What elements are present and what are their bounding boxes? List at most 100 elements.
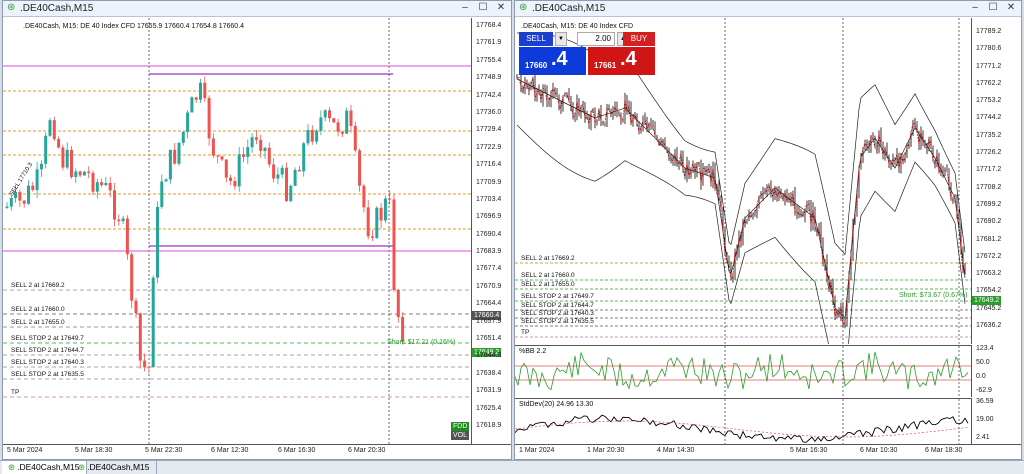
candle-body bbox=[336, 122, 340, 132]
left-order-label[interactable]: SELL STOP 2 at 17640.3 bbox=[11, 359, 84, 366]
left-price-label: 17761.9 bbox=[476, 39, 502, 47]
left-time-label: 5 Mar 2024 bbox=[7, 447, 43, 454]
candle-body bbox=[224, 159, 228, 178]
bb-percent-svg bbox=[515, 346, 971, 397]
left-price-label: 17651.4 bbox=[476, 335, 502, 343]
candle-body bbox=[383, 198, 387, 221]
bollinger-middle bbox=[516, 78, 966, 319]
left-price-axis[interactable]: 17660.4 17648.2 17768.4 17761.9 17755.4 177… bbox=[471, 18, 511, 444]
candle-body bbox=[358, 150, 362, 186]
lot-size-input[interactable]: 2.00 bbox=[577, 32, 615, 46]
vol-badge: VOL bbox=[451, 431, 470, 440]
candle-body bbox=[194, 97, 198, 100]
sell-button[interactable]: SELL bbox=[519, 32, 553, 46]
candle-body bbox=[35, 169, 39, 191]
chart-tab-bar: ⊛ .DE40Cash,M15 ⊛ .DE40Cash,M15 bbox=[0, 460, 1024, 474]
candle-body bbox=[61, 147, 65, 168]
tab-chart-1[interactable]: ⊛ .DE40Cash,M15 bbox=[2, 461, 87, 474]
candle-body bbox=[104, 183, 108, 186]
left-price-label: 17618.9 bbox=[476, 422, 502, 429]
right-order-label[interactable]: TP bbox=[521, 329, 530, 336]
right-order-label[interactable]: SELL STOP 2 at 17644.7 bbox=[521, 302, 594, 309]
candle-body bbox=[125, 218, 129, 255]
candle-body bbox=[160, 181, 164, 208]
left-order-label[interactable]: SELL STOP 2 at 17649.7 bbox=[11, 335, 84, 342]
candle-body bbox=[190, 97, 194, 113]
chart-tab-icon: ⊛ bbox=[78, 462, 86, 472]
right-price-label: 17753.2 bbox=[976, 97, 1002, 105]
tab-chart-2[interactable]: ⊛ .DE40Cash,M15 bbox=[72, 461, 157, 474]
candle-body bbox=[156, 207, 159, 278]
candle-body bbox=[375, 207, 379, 238]
candle-body bbox=[18, 191, 22, 201]
left-price-label: 17755.4 bbox=[476, 56, 502, 64]
candle-body bbox=[14, 191, 18, 199]
left-order-label[interactable]: SELL 2 at 17660.0 bbox=[11, 306, 65, 313]
right-price-label: 17708.2 bbox=[976, 183, 1002, 191]
right-price-label: 17681.2 bbox=[976, 235, 1002, 243]
candle-body bbox=[332, 118, 336, 123]
bb-percent-line bbox=[515, 351, 969, 391]
buy-button[interactable]: BUY bbox=[623, 32, 655, 46]
stddev-price-label: 36.59 bbox=[976, 398, 994, 405]
left-price-label: 17736.0 bbox=[476, 108, 502, 116]
left-price-label: 17638.4 bbox=[476, 369, 502, 377]
minimize-button[interactable]: – bbox=[462, 2, 468, 13]
maximize-button[interactable]: ☐ bbox=[988, 2, 998, 13]
candle-body bbox=[306, 129, 310, 144]
candle-body bbox=[259, 139, 263, 152]
bid-price-button[interactable]: 17660 .4 bbox=[519, 47, 586, 75]
candle-body bbox=[285, 167, 288, 201]
right-window-title: .DE40Cash,M15 bbox=[532, 3, 606, 14]
candle-body bbox=[349, 110, 353, 126]
candle-body bbox=[82, 171, 86, 176]
candle-body bbox=[297, 169, 301, 172]
right-order-label[interactable]: SELL STOP 2 at 17635.5 bbox=[521, 318, 594, 325]
left-order-label[interactable]: SELL 2 at 17655.0 bbox=[11, 319, 65, 326]
lot-decrease-button[interactable]: ▼ bbox=[555, 32, 567, 46]
left-order-label[interactable]: SELL STOP 2 at 17644.7 bbox=[11, 347, 84, 354]
right-price-label: 17645.2 bbox=[976, 304, 1002, 312]
left-price-label: 17742.4 bbox=[476, 91, 502, 99]
bb-percent-price-label: 0.0 bbox=[976, 373, 986, 380]
candle-body bbox=[229, 177, 233, 181]
candle-body bbox=[396, 290, 400, 318]
left-price-label: 17644.9 bbox=[476, 352, 502, 360]
left-short-label: Short: $17.21 (0.16%) bbox=[387, 339, 456, 346]
right-chart-window[interactable]: ⊛ .DE40Cash,M15 – ☐ ✕ .DE40Cash, M15: DE… bbox=[514, 0, 1022, 460]
right-order-label[interactable]: SELL 2 at 17660.0 bbox=[521, 272, 575, 279]
left-price-label: 17696.9 bbox=[476, 213, 502, 221]
bb-percent-indicator: %BB 2.2 bbox=[515, 345, 971, 397]
left-title-bar[interactable]: ⊛ .DE40Cash,M15 – ☐ ✕ bbox=[3, 1, 511, 17]
close-button[interactable]: ✕ bbox=[496, 2, 506, 13]
maximize-button[interactable]: ☐ bbox=[478, 2, 488, 13]
right-order-label[interactable]: SELL 2 at 17669.2 bbox=[521, 255, 575, 262]
left-chart-window[interactable]: ⊛ .DE40Cash,M15 – ☐ ✕ .DE40Cash, M15: DE… bbox=[2, 0, 512, 460]
ask-price-button[interactable]: 17661 .4 bbox=[588, 47, 655, 75]
right-order-label[interactable]: SELL 2 at 17655.0 bbox=[521, 281, 575, 288]
minimize-button[interactable]: – bbox=[972, 2, 978, 13]
left-order-label[interactable]: SELL 2 at 17669.2 bbox=[11, 282, 65, 289]
candle-body bbox=[27, 185, 30, 204]
left-order-label[interactable]: SELL STOP 2 at 17635.5 bbox=[11, 371, 84, 378]
candle-body bbox=[121, 218, 125, 222]
right-price-axis[interactable]: 17649.2 17789.2 17780.6 17771.2 17762.2 1775… bbox=[971, 18, 1021, 344]
left-price-label: 17690.4 bbox=[476, 230, 502, 238]
candle-body bbox=[315, 130, 319, 142]
right-price-label: 17717.2 bbox=[976, 166, 1002, 174]
right-title-bar[interactable]: ⊛ .DE40Cash,M15 – ☐ ✕ bbox=[515, 1, 1021, 17]
right-time-label: 5 Mar 16:30 bbox=[790, 447, 828, 454]
left-price-chart[interactable]: .DE40Cash, M15: DE 40 Index CFD 17655.9 … bbox=[3, 18, 471, 444]
right-order-label[interactable]: SELL STOP 2 at 17640.3 bbox=[521, 310, 594, 317]
left-price-label: 17703.4 bbox=[476, 195, 502, 203]
right-order-label[interactable]: SELL STOP 2 at 17649.7 bbox=[521, 293, 594, 300]
close-button[interactable]: ✕ bbox=[1006, 2, 1016, 13]
right-candles-svg bbox=[515, 18, 971, 344]
right-short-price-tag: 17649.2 bbox=[972, 296, 1002, 305]
candle-body bbox=[267, 147, 271, 165]
left-price-label: 17709.9 bbox=[476, 178, 502, 186]
candle-body bbox=[181, 131, 185, 143]
left-order-label[interactable]: TP bbox=[11, 389, 20, 396]
candle-body bbox=[220, 156, 224, 160]
candle-body bbox=[242, 154, 245, 157]
